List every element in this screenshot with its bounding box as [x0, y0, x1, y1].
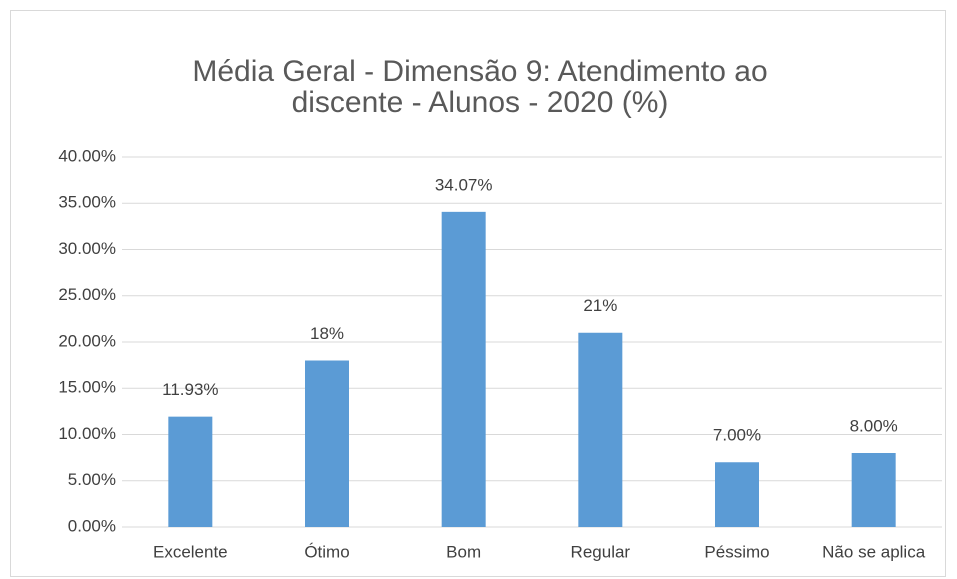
x-tick-label: Péssimo [704, 542, 769, 561]
bar [851, 453, 896, 527]
bar [715, 462, 759, 527]
x-tick-label: Excelente [153, 542, 228, 561]
y-tick-label: 20.00% [58, 331, 116, 350]
y-tick-label: 15.00% [58, 378, 116, 397]
y-tick-label: 30.00% [58, 239, 116, 258]
data-label: 34.07% [435, 175, 493, 194]
data-label: 7.00% [713, 426, 761, 445]
y-tick-label: 0.00% [68, 516, 116, 535]
data-label: 21% [583, 296, 617, 315]
data-label: 18% [310, 324, 344, 343]
bar [168, 416, 213, 527]
x-tick-label: Não se aplica [822, 542, 926, 561]
chart-title: Média Geral - Dimensão 9: Atendimento ao [192, 55, 767, 88]
bar [441, 211, 486, 528]
x-tick-label: Regular [571, 542, 631, 561]
y-tick-label: 10.00% [58, 424, 116, 443]
chart-title: discente - Alunos - 2020 (%) [292, 86, 669, 119]
data-label: 8.00% [850, 416, 898, 435]
bar [578, 332, 623, 527]
y-tick-label: 5.00% [68, 470, 116, 489]
bar [305, 360, 349, 527]
data-label: 11.93% [162, 380, 218, 399]
x-tick-label: Bom [446, 542, 481, 561]
y-tick-label: 25.00% [58, 285, 116, 304]
y-tick-label: 40.00% [58, 146, 116, 165]
x-tick-label: Ótimo [304, 542, 349, 561]
y-tick-label: 35.00% [58, 193, 116, 212]
